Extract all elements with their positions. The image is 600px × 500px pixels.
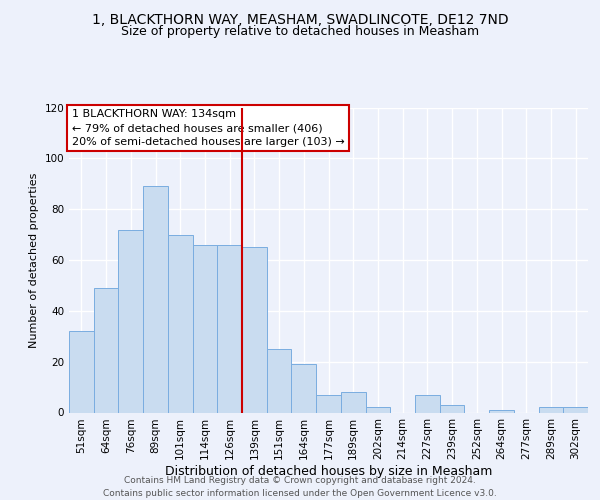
Bar	[69, 331, 94, 412]
Text: Size of property relative to detached houses in Measham: Size of property relative to detached ho…	[121, 25, 479, 38]
Bar	[341, 392, 365, 412]
Bar	[193, 245, 217, 412]
Bar	[365, 408, 390, 412]
Bar	[168, 234, 193, 412]
X-axis label: Distribution of detached houses by size in Measham: Distribution of detached houses by size …	[165, 465, 492, 478]
Bar	[316, 394, 341, 412]
Bar	[440, 405, 464, 412]
Bar	[94, 288, 118, 412]
Text: Contains HM Land Registry data © Crown copyright and database right 2024.
Contai: Contains HM Land Registry data © Crown c…	[103, 476, 497, 498]
Bar	[217, 245, 242, 412]
Text: 1, BLACKTHORN WAY, MEASHAM, SWADLINCOTE, DE12 7ND: 1, BLACKTHORN WAY, MEASHAM, SWADLINCOTE,…	[92, 12, 508, 26]
Bar	[292, 364, 316, 412]
Bar	[563, 408, 588, 412]
Bar	[118, 230, 143, 412]
Bar	[489, 410, 514, 412]
Bar	[415, 394, 440, 412]
Bar	[143, 186, 168, 412]
Bar	[539, 408, 563, 412]
Bar	[267, 349, 292, 412]
Y-axis label: Number of detached properties: Number of detached properties	[29, 172, 39, 348]
Text: 1 BLACKTHORN WAY: 134sqm
← 79% of detached houses are smaller (406)
20% of semi-: 1 BLACKTHORN WAY: 134sqm ← 79% of detach…	[71, 109, 344, 147]
Bar	[242, 248, 267, 412]
